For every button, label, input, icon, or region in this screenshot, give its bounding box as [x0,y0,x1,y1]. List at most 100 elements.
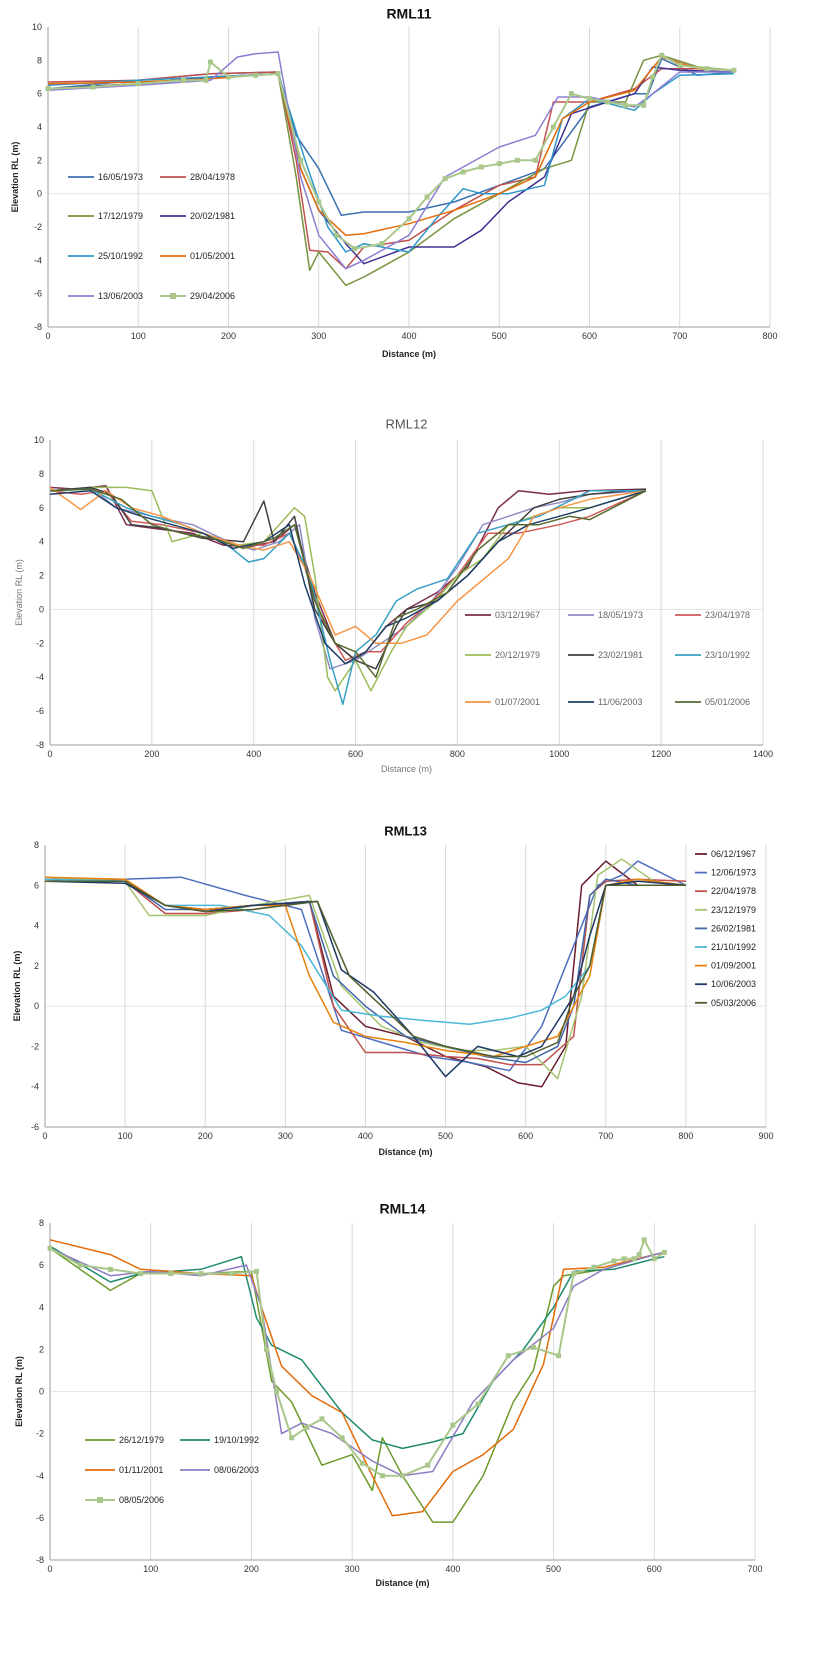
rml11-ytick--4: -4 [34,255,42,265]
rml13-xtick-0: 0 [42,1131,47,1141]
rml11-xtick-500: 500 [492,331,507,341]
rml12-legend-label-05-01-2006: 05/01/2006 [705,697,750,707]
rml12-xtick-200: 200 [144,749,159,759]
rml11-point-29-04-2006-28 [650,74,656,80]
rml11-legend-label-17-12-1979: 17/12/1979 [98,211,143,221]
rml13-ytick-8: 8 [34,840,39,850]
rml14-ytick--4: -4 [36,1471,44,1481]
rml12-ytick-2: 2 [39,571,44,581]
rml12-xtick-0: 0 [47,749,52,759]
rml12-series-line-11-06-2003 [49,490,647,665]
rml12-series-line-05-01-2006 [49,488,647,678]
rml12-legend-label-23-04-1978: 23/04/1978 [705,610,750,620]
rml14-ytick--6: -6 [36,1513,44,1523]
rml14-point-08-05-2006-2 [107,1266,113,1272]
rml12-ytick-8: 8 [39,469,44,479]
rml11-xtick-300: 300 [311,331,326,341]
rml13-ytick--4: -4 [31,1082,39,1092]
rml12-legend-label-23-10-1992: 23/10/1992 [705,650,750,660]
rml11-point-29-04-2006-27 [641,102,647,108]
rml11-point-29-04-2006-31 [704,66,710,72]
rml14-xtick-400: 400 [445,1564,460,1574]
rml14-point-08-05-2006-19 [475,1401,481,1407]
rml11-ytick-0: 0 [37,189,42,199]
rml12-series-line-20-12-1979 [49,486,647,692]
rml14-legend-label-01-11-2001: 01/11/2001 [119,1465,163,1475]
rml11-xtick-0: 0 [45,331,50,341]
rml11-point-29-04-2006-2 [135,81,141,87]
rml14-xtick-100: 100 [143,1564,158,1574]
rml14-xtick-300: 300 [345,1564,360,1574]
rml11-legend-label-29-04-2006: 29/04/2006 [190,291,235,301]
rml14-point-08-05-2006-24 [591,1264,597,1270]
rml13-xtick-800: 800 [678,1131,693,1141]
rml14-point-08-05-2006-11 [304,1424,310,1430]
rml11-point-29-04-2006-13 [379,241,385,247]
rml11-title: RML11 [386,6,431,22]
rml11-point-29-04-2006-5 [207,59,213,65]
rml13-xtick-500: 500 [438,1131,453,1141]
rml14-title: RML14 [380,1201,426,1217]
rml11-point-29-04-2006-6 [226,74,231,80]
rml14-legend-label-26-12-1979: 26/12/1979 [119,1435,164,1445]
rml14-point-08-05-2006-13 [339,1435,345,1441]
rml11-ytick--8: -8 [34,322,42,332]
rml12-title: RML12 [386,416,428,431]
rml14-point-08-05-2006-28 [636,1252,642,1258]
rml13-legend-label-10-06-2003: 10/06/2003 [711,979,756,989]
rml11-ytick-4: 4 [37,122,42,132]
rml13-legend-label-23-12-1979: 23/12/1979 [711,905,756,915]
rml11-xtick-700: 700 [672,331,687,341]
rml13-series-line-23-12-1979 [44,858,686,1080]
rml12-xtick-800: 800 [450,749,465,759]
rml11-legend-label-16-05-1973: 16/05/1973 [98,172,143,182]
rml11-point-29-04-2006-0 [45,86,51,92]
rml14-legend-label-08-06-2003: 08/06/2003 [214,1465,259,1475]
rml14-ytick-6: 6 [39,1260,44,1270]
rml14-point-08-05-2006-6 [228,1271,234,1277]
rml11-y-label: Elevation RL (m) [10,142,20,213]
rml11-legend-label-28-04-1978: 28/04/1978 [190,172,235,182]
rml14-point-08-05-2006-8 [264,1346,270,1352]
rml14-point-08-05-2006-26 [621,1256,627,1262]
rml11-point-29-04-2006-29 [659,52,665,58]
rml11-series-line-25-10-1992 [47,72,734,253]
rml14-xtick-0: 0 [47,1564,52,1574]
rml14-point-08-05-2006-25 [611,1258,617,1264]
rml14-ytick-8: 8 [39,1218,44,1228]
rml13-legend-label-12-06-1973: 12/06/1973 [711,868,756,878]
rml11-point-29-04-2006-21 [532,157,538,163]
rml11-ytick--6: -6 [34,289,42,299]
rml13-y-label: Elevation RL (m) [12,951,22,1022]
rml11-xtick-100: 100 [131,331,146,341]
rml11-xtick-400: 400 [401,331,416,341]
rml12-ytick--6: -6 [36,706,44,716]
rml14-y-label: Elevation RL (m) [14,1356,24,1427]
rml14-xtick-500: 500 [546,1564,561,1574]
rml11-point-29-04-2006-1 [90,84,96,90]
rml13-xtick-300: 300 [278,1131,293,1141]
rml11-point-29-04-2006-7 [253,72,259,78]
rml11-point-29-04-2006-16 [442,176,448,182]
rml13-legend-label-01-09-2001: 01/09/2001 [711,961,756,971]
rml12-xtick-600: 600 [348,749,363,759]
rml12-legend-label-01-07-2001: 01/07/2001 [495,697,540,707]
rml11-point-29-04-2006-3 [180,77,186,83]
rml14-point-08-05-2006-15 [379,1473,385,1479]
rml14-point-08-05-2006-18 [450,1422,456,1428]
rml13-legend-label-21-10-1992: 21/10/1992 [711,942,756,952]
rml11-ytick--2: -2 [34,222,42,232]
rml11-series-line-28-04-1978 [47,67,734,270]
rml11-legend-label-01-05-2001: 01/05/2001 [190,251,235,261]
rml13-ytick--6: -6 [31,1122,39,1132]
rml11-chart: RML11 0 100 200 300 400 500 600 700 800 -8 -6 -4 -2 0 2… [10,6,778,359]
rml14-point-08-05-2006-1 [77,1262,83,1268]
rml12-ytick-6: 6 [39,503,44,513]
rml11-point-29-04-2006-32 [731,67,737,73]
rml11-ytick-8: 8 [37,55,42,65]
rml14-ytick-0: 0 [39,1387,44,1397]
rml13-ytick-2: 2 [34,961,39,971]
rml14-xtick-600: 600 [647,1564,662,1574]
rml14-legend-label-19-10-1992: 19/10/1992 [214,1435,259,1445]
rml12-xtick-1200: 1200 [651,749,671,759]
